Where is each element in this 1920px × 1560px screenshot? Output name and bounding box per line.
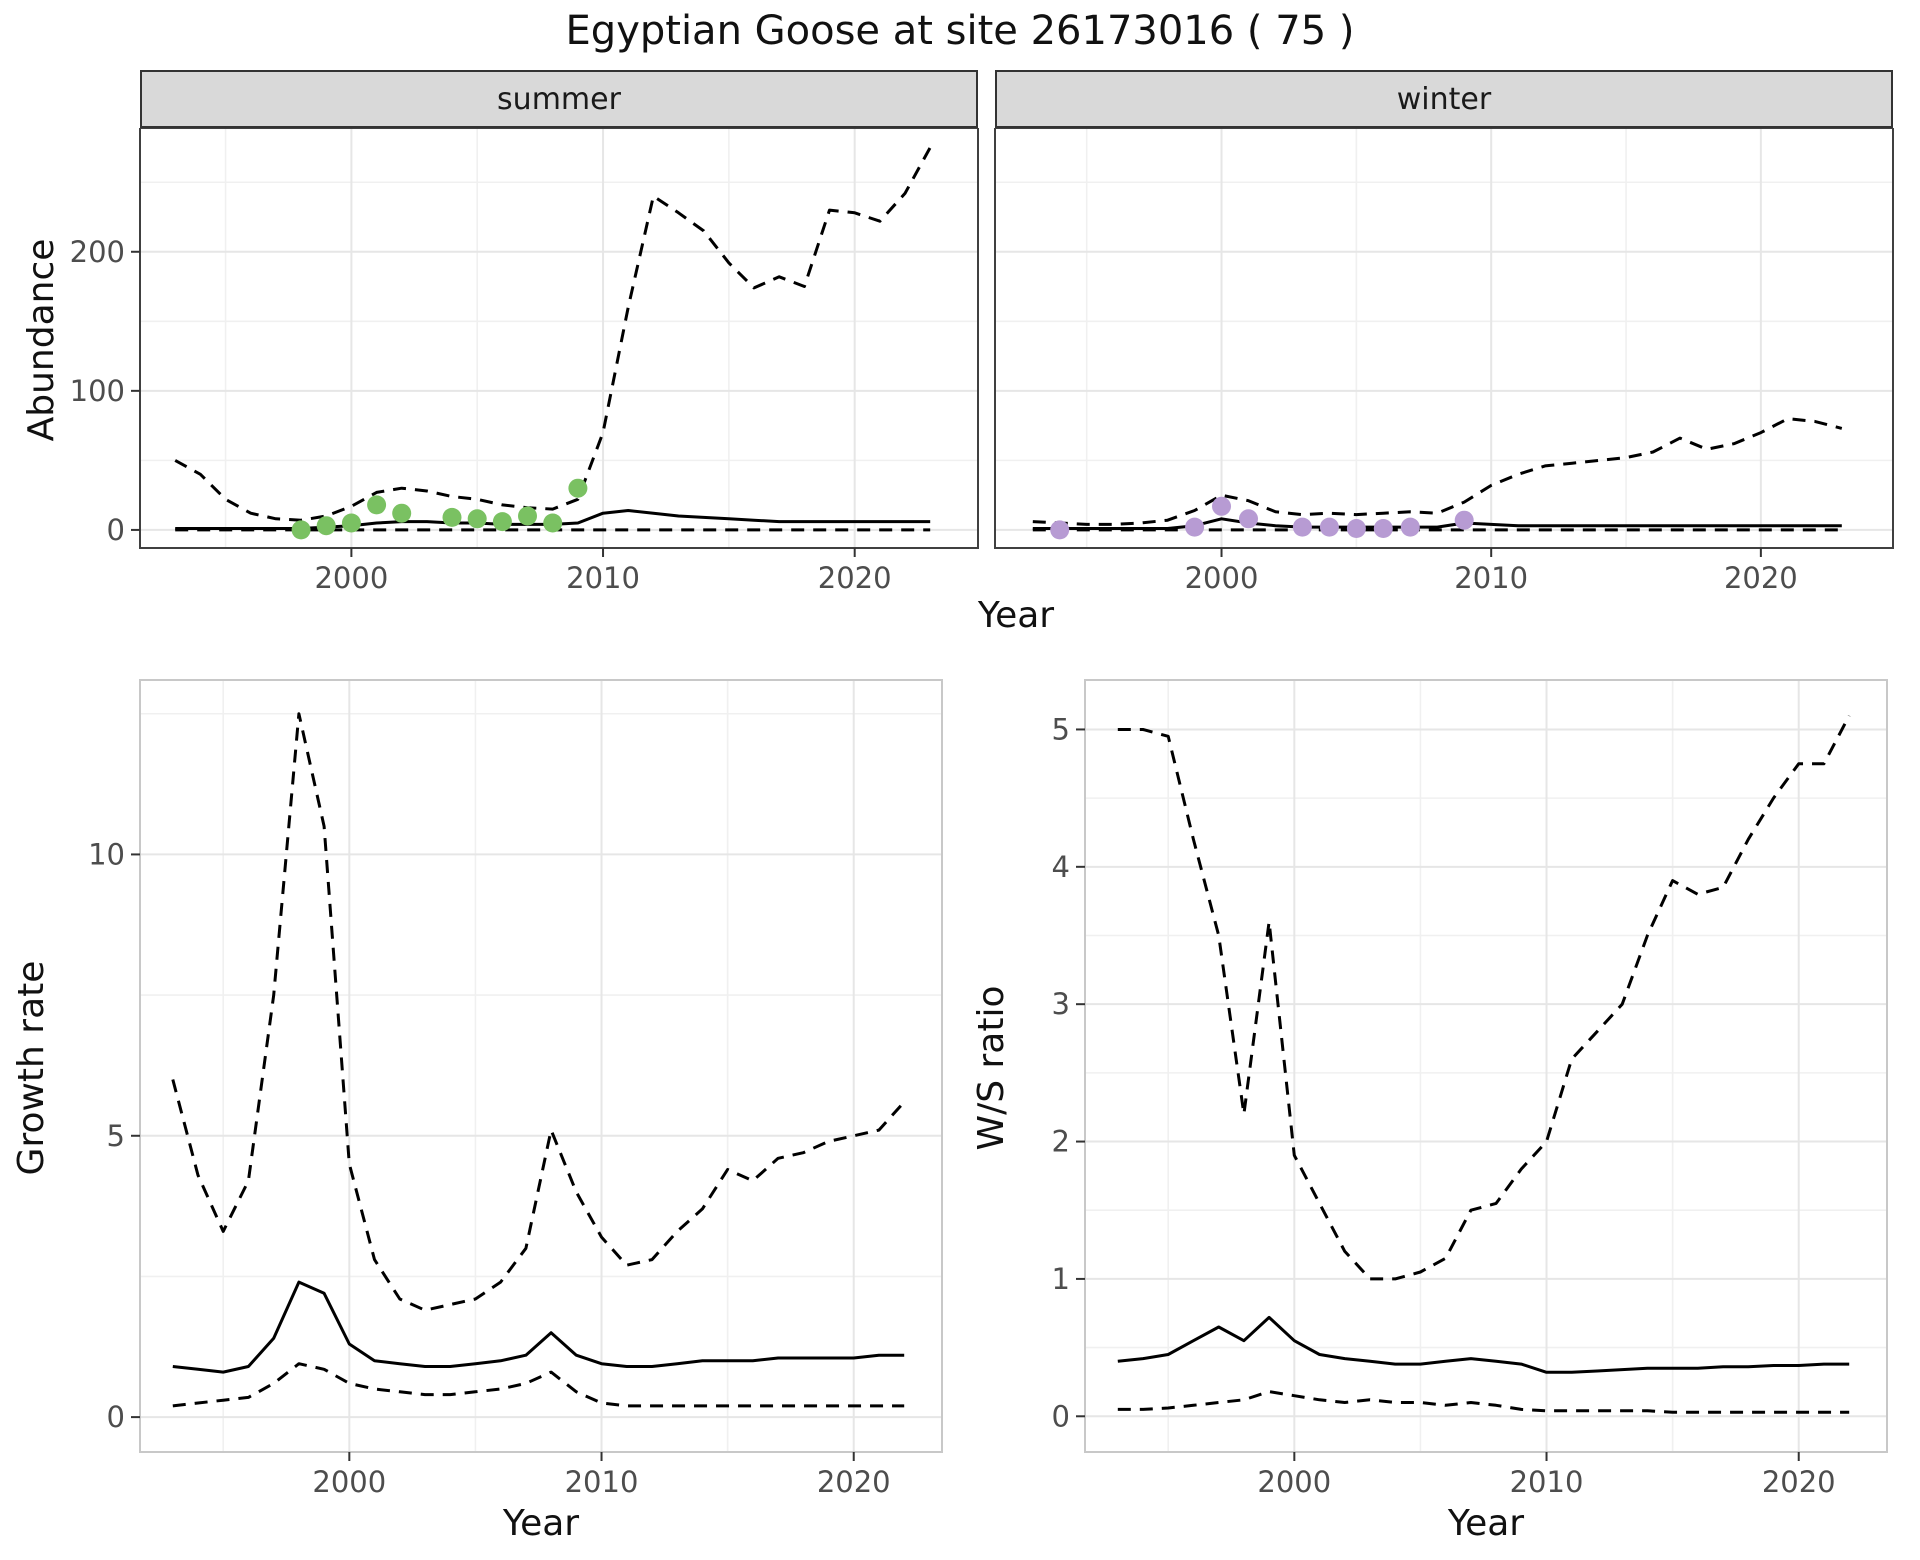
y-tick-label: 0 bbox=[107, 513, 125, 547]
data-point bbox=[1373, 519, 1393, 538]
series-median bbox=[1117, 1315, 1850, 1374]
data-point bbox=[1400, 517, 1420, 537]
x-tick-label: 2010 bbox=[566, 561, 640, 590]
data-point bbox=[392, 503, 412, 523]
panel-background bbox=[1085, 680, 1887, 1452]
series-median bbox=[172, 1280, 905, 1374]
data-point bbox=[316, 516, 336, 536]
ws-ratio-chart: 2000 2010 2020 0 1 2 3 4 5 bbox=[1052, 679, 1888, 1498]
x-tick-label: 2020 bbox=[818, 561, 892, 590]
x-tick-label: 2000 bbox=[312, 1465, 386, 1498]
series-upper_ci bbox=[174, 146, 932, 522]
data-point bbox=[367, 495, 387, 515]
x-tick-label: 2010 bbox=[1510, 1465, 1584, 1498]
series-upper_ci bbox=[1117, 715, 1851, 1281]
y-tick-label: 4 bbox=[1052, 850, 1070, 884]
abundance-winter-chart: 2000 2010 2020 bbox=[994, 128, 1894, 590]
y-tick-label: 10 bbox=[88, 837, 125, 871]
x-tick-label: 2000 bbox=[1257, 1465, 1331, 1498]
y-tick-label: 2 bbox=[1052, 1125, 1070, 1159]
data-point bbox=[1292, 517, 1312, 537]
data-point bbox=[1239, 509, 1258, 529]
data-point bbox=[543, 513, 563, 533]
y-tick-label: 100 bbox=[70, 374, 125, 408]
data-point bbox=[568, 478, 588, 498]
growth-rate-x-axis-title: Year bbox=[502, 1503, 580, 1544]
series-lower_ci bbox=[172, 1362, 905, 1408]
panel-border bbox=[1084, 679, 1888, 1453]
x-tick-label: 2020 bbox=[1724, 561, 1798, 590]
data-point bbox=[492, 512, 512, 532]
panel-border bbox=[994, 128, 1894, 549]
ws-ratio-x-axis-title: Year bbox=[1447, 1503, 1525, 1544]
panel-border bbox=[139, 679, 943, 1453]
panel-border bbox=[139, 128, 979, 549]
abundance-x-axis-title: Year bbox=[977, 595, 1055, 636]
y-tick-label: 200 bbox=[70, 235, 125, 269]
data-point bbox=[1212, 496, 1231, 516]
data-point bbox=[1346, 519, 1366, 538]
data-point bbox=[1319, 517, 1339, 537]
y-tick-label: 5 bbox=[107, 1119, 125, 1153]
x-tick-label: 2020 bbox=[817, 1465, 891, 1498]
series-lower_ci bbox=[1117, 1390, 1850, 1414]
data-point bbox=[518, 506, 537, 526]
x-tick-label: 2010 bbox=[1454, 561, 1528, 590]
data-point bbox=[341, 513, 361, 533]
data-point bbox=[442, 507, 462, 527]
y-tick-label: 0 bbox=[1052, 1399, 1070, 1433]
data-point bbox=[1185, 517, 1205, 537]
panel-background bbox=[995, 128, 1893, 548]
growth-rate-chart: 2000 2010 2020 0 5 10 bbox=[88, 679, 943, 1498]
y-tick-label: 1 bbox=[1052, 1262, 1070, 1296]
y-tick-label: 3 bbox=[1052, 987, 1070, 1021]
ws-ratio-y-axis-title: W/S ratio bbox=[971, 985, 1012, 1151]
x-tick-label: 2010 bbox=[565, 1465, 639, 1498]
x-tick-label: 2000 bbox=[314, 561, 388, 590]
y-tick-label: 5 bbox=[1052, 712, 1070, 746]
data-point bbox=[291, 520, 311, 540]
panel-background bbox=[140, 680, 942, 1452]
panel-background bbox=[140, 128, 978, 548]
growth-rate-y-axis-title: Growth rate bbox=[11, 960, 52, 1176]
series-upper_ci bbox=[171, 712, 906, 1312]
facet-strip-winter: winter bbox=[995, 70, 1893, 128]
data-point bbox=[1050, 520, 1070, 540]
series-upper_ci bbox=[1032, 417, 1843, 526]
data-point bbox=[1454, 510, 1474, 530]
facet-strip-summer: summer bbox=[140, 70, 978, 128]
y-tick-label: 0 bbox=[107, 1400, 125, 1434]
x-tick-label: 2020 bbox=[1762, 1465, 1836, 1498]
abundance-summer-chart: 2000 2010 2020 0 100 200 bbox=[70, 128, 979, 590]
data-point bbox=[467, 509, 487, 529]
figure-title: Egyptian Goose at site 26173016 ( 75 ) bbox=[565, 8, 1355, 54]
x-tick-label: 2000 bbox=[1185, 561, 1259, 590]
